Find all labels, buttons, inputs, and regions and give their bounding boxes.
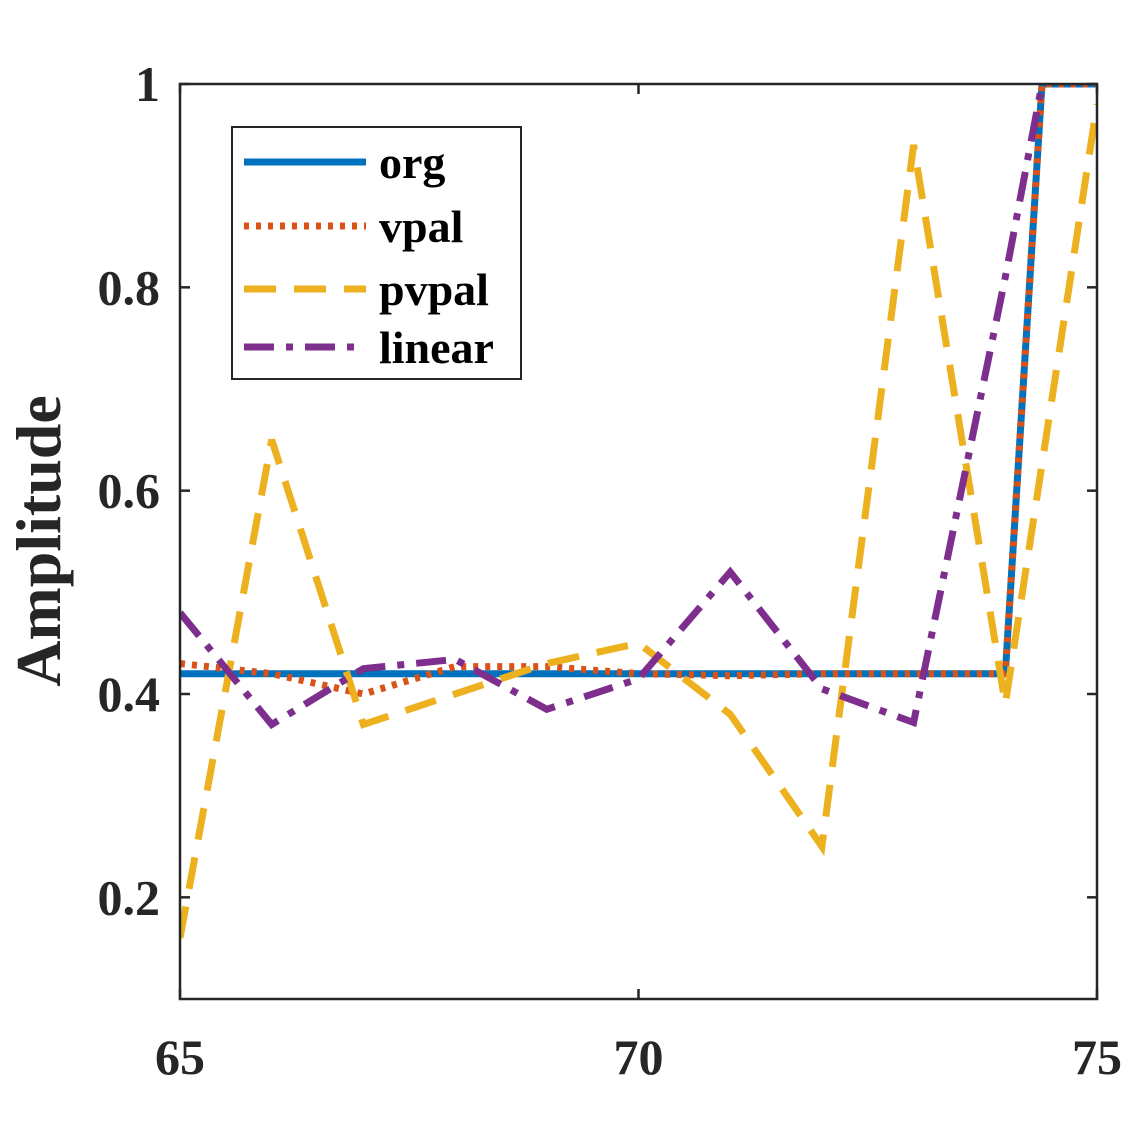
legend: org vpal pvpal linear	[231, 126, 522, 380]
series-line-pvpal	[180, 103, 1097, 939]
y-axis-title: Amplitude	[3, 395, 74, 687]
tick-labels: 65 70 75 0.2 0.4 0.6 0.8 1	[98, 56, 1123, 1085]
legend-label-vpal: vpal	[379, 201, 463, 252]
series-line-linear	[180, 84, 1046, 730]
y-tick-label: 1	[135, 56, 160, 112]
x-tick-label: 75	[1072, 1029, 1122, 1085]
y-tick-label: 0.6	[98, 463, 161, 519]
x-tick-label: 70	[614, 1029, 664, 1085]
legend-label-linear: linear	[379, 322, 494, 373]
x-tick-label: 65	[155, 1029, 205, 1085]
series-line-vpal	[180, 84, 1097, 698]
legend-box	[231, 126, 522, 380]
axes	[178, 82, 1099, 1001]
y-tick-label: 0.8	[98, 259, 161, 315]
legend-label-pvpal: pvpal	[379, 264, 489, 315]
y-tick-label: 0.2	[98, 869, 161, 925]
y-tick-label: 0.4	[98, 666, 161, 722]
legend-label-org: org	[379, 137, 445, 188]
series-layer	[180, 84, 1097, 939]
